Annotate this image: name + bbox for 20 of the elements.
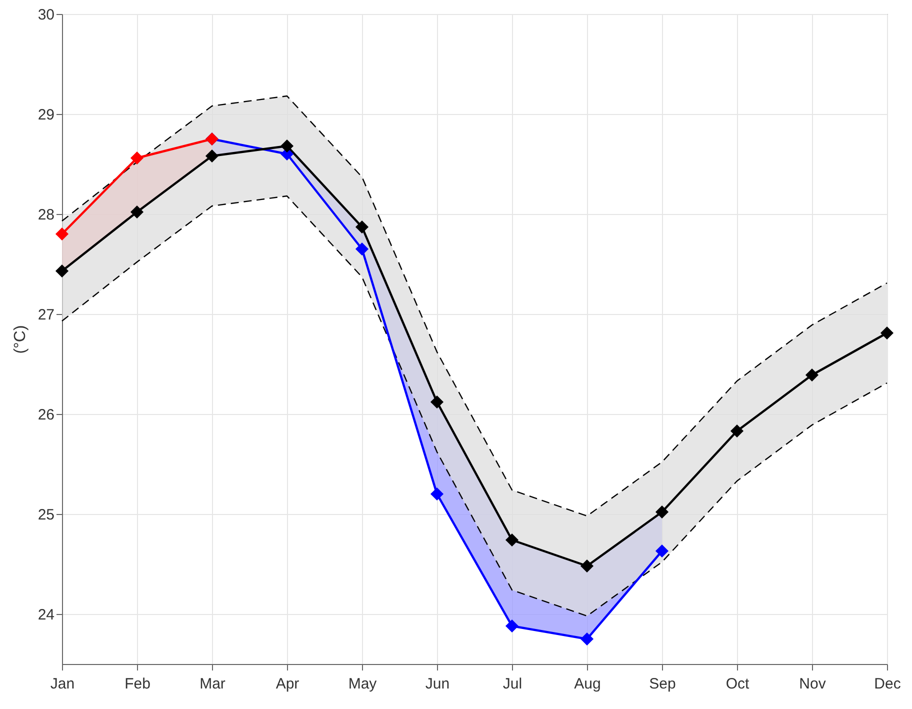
x-tick-label: Aug	[574, 676, 601, 692]
x-tick-label: Oct	[726, 676, 750, 692]
y-axis-title: (°C)	[12, 325, 29, 354]
x-tick-label: Apr	[276, 676, 300, 692]
y-tick-label: 27	[38, 306, 54, 324]
x-tick-label: Nov	[799, 676, 826, 692]
x-tick-label: Dec	[874, 676, 902, 692]
y-tick-label: 24	[38, 606, 54, 624]
x-tick-label: Mar	[200, 676, 226, 692]
x-tick-label: Jun	[425, 676, 450, 692]
y-tick-label: 28	[38, 206, 54, 224]
x-tick-label: May	[348, 676, 378, 692]
y-tick-label: 26	[38, 406, 54, 424]
y-tick-label: 29	[38, 106, 54, 124]
x-tick-label: Jan	[50, 676, 75, 692]
y-tick-label: 30	[38, 6, 54, 24]
y-tick-label: 25	[38, 506, 54, 524]
x-tick-label: Jul	[502, 676, 522, 692]
x-tick-label: Sep	[649, 676, 676, 692]
x-tick-label: Feb	[124, 676, 150, 692]
